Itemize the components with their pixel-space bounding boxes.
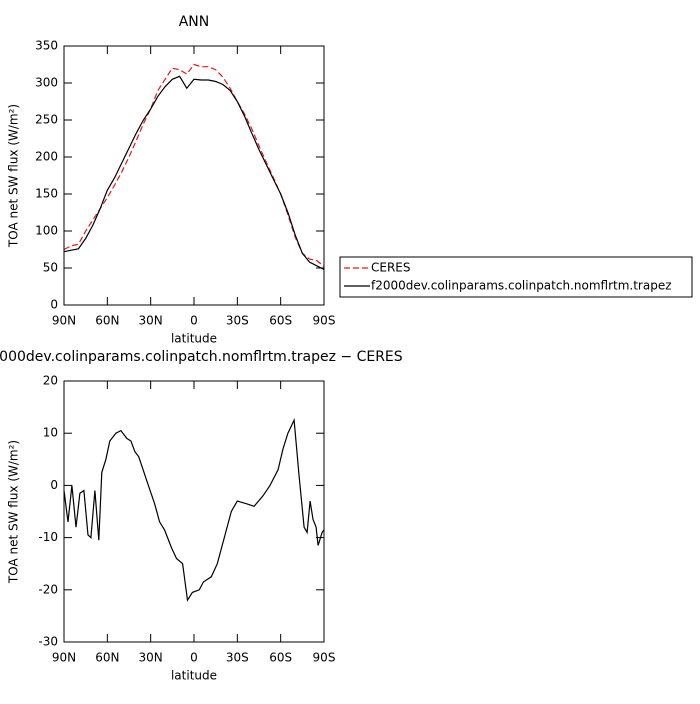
y-tick-label: -10 xyxy=(38,530,58,544)
y-tick-label: 10 xyxy=(43,426,58,440)
data-line xyxy=(63,417,325,602)
plot-frame xyxy=(63,380,325,643)
x-tick-label: 60S xyxy=(269,314,292,328)
y-axis-label: TOA net SW flux (W/m²) xyxy=(7,104,21,248)
y-tick-label: 0 xyxy=(50,298,58,312)
y-tick-label: -20 xyxy=(38,582,58,596)
data-line xyxy=(63,75,325,271)
x-tick-label: 60N xyxy=(95,651,119,665)
x-tick-label: 0 xyxy=(190,314,198,328)
y-tick-label: 20 xyxy=(43,374,58,388)
x-tick-label: 30N xyxy=(139,314,163,328)
x-tick-label: 60S xyxy=(269,651,292,665)
x-axis-label: latitude xyxy=(171,669,217,683)
x-axis-label: latitude xyxy=(171,332,217,346)
x-tick-label: 0 xyxy=(190,651,198,665)
y-axis-label: TOA net SW flux (W/m²) xyxy=(7,440,21,584)
y-tick-label: 100 xyxy=(35,224,58,238)
x-tick-label: 30S xyxy=(226,651,249,665)
data-line xyxy=(63,63,325,267)
x-tick-label: 90N xyxy=(52,314,76,328)
x-tick-label: 30N xyxy=(139,651,163,665)
x-tick-label: 90S xyxy=(313,651,336,665)
y-tick-label: 350 xyxy=(35,39,58,53)
chart-title: f2000dev.colinparams.colinpatch.nomflrtm… xyxy=(0,349,403,365)
x-tick-label: 90S xyxy=(313,314,336,328)
chart-title: ANN xyxy=(179,14,210,30)
y-tick-label: 150 xyxy=(35,187,58,201)
x-tick-label: 90N xyxy=(52,651,76,665)
x-tick-label: 30S xyxy=(226,314,249,328)
legend-box xyxy=(339,256,693,298)
legend-label: CERES xyxy=(371,261,411,275)
plot-frame xyxy=(63,45,325,306)
y-tick-label: 50 xyxy=(43,261,58,275)
y-tick-label: 300 xyxy=(35,76,58,90)
x-tick-label: 60N xyxy=(95,314,119,328)
y-tick-label: 250 xyxy=(35,113,58,127)
y-tick-label: 0 xyxy=(50,478,58,492)
y-tick-label: 200 xyxy=(35,150,58,164)
legend-label: f2000dev.colinparams.colinpatch.nomflrtm… xyxy=(371,279,672,293)
y-tick-label: -30 xyxy=(38,635,58,649)
